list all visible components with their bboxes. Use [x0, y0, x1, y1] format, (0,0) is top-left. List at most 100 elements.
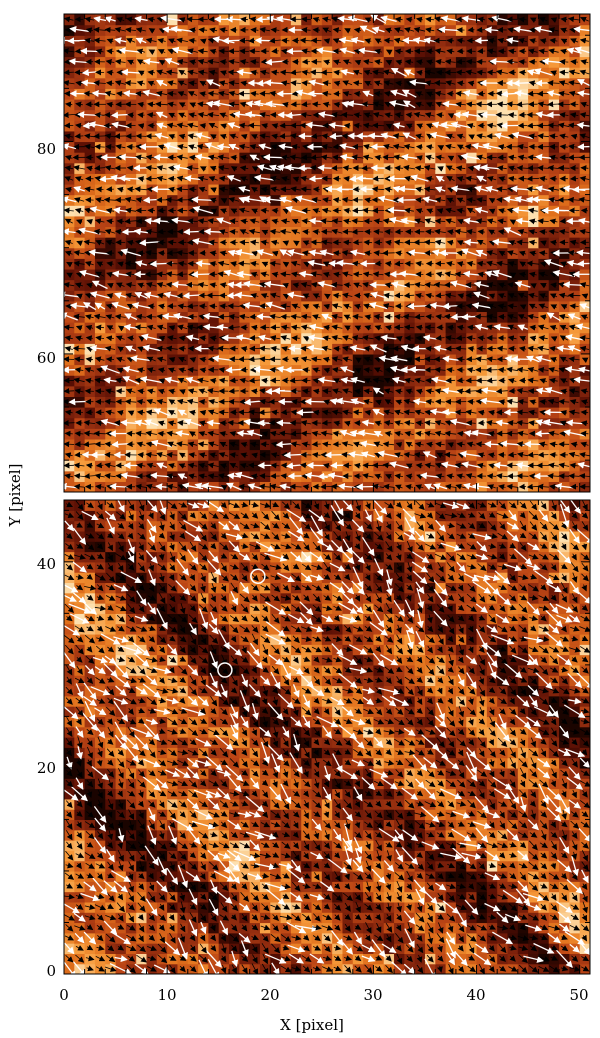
- flow-vector-black: [434, 430, 446, 437]
- flow-vector-black: [414, 409, 425, 416]
- flow-vector-black: [526, 483, 539, 490]
- flow-vector-black: [527, 90, 539, 97]
- flow-vector-black: [424, 419, 436, 426]
- flow-vector-black: [476, 462, 486, 469]
- flow-vector-black: [104, 462, 116, 469]
- flow-vector-white: [183, 418, 202, 427]
- flow-vector-black: [333, 420, 341, 427]
- flow-vector-black: [127, 410, 135, 417]
- flow-vector-black: [424, 324, 435, 331]
- flow-vector-black: [302, 484, 310, 491]
- flow-vector-black: [207, 409, 219, 416]
- flow-vector-black: [415, 420, 424, 427]
- flow-vector-black: [219, 463, 228, 469]
- flow-vector-black: [198, 452, 207, 459]
- flow-vector-black: [258, 409, 271, 416]
- flow-vector-black: [280, 186, 291, 193]
- flow-vector-black: [395, 442, 403, 448]
- flow-vector-black: [104, 473, 116, 479]
- flow-vector-black: [507, 451, 517, 458]
- flow-vector-black: [229, 112, 239, 119]
- flow-vector-black: [487, 484, 496, 490]
- flow-vector-white: [246, 429, 263, 437]
- flow-vector-black: [65, 303, 73, 310]
- flow-vector-black: [167, 441, 177, 448]
- flow-vector-black: [83, 441, 96, 448]
- flow-vector-black: [537, 90, 550, 97]
- flow-vector-black: [569, 175, 579, 182]
- flow-vector-black: [166, 483, 178, 490]
- flow-vector-black: [394, 484, 403, 491]
- flow-vector-white: [515, 461, 530, 469]
- flow-vector-white: [155, 483, 168, 491]
- flow-vector-black: [537, 483, 549, 490]
- flow-vector-white: [279, 483, 292, 491]
- flow-vector-black: [353, 462, 361, 469]
- flow-vector-black: [415, 484, 424, 490]
- flow-vector-white: [577, 461, 590, 469]
- flow-vector-black: [447, 442, 454, 448]
- flow-vector-white: [225, 15, 242, 23]
- flow-vector-white: [474, 37, 488, 45]
- flow-vector-black: [548, 462, 559, 469]
- top-panel: [63, 13, 591, 493]
- flow-vector-white: [432, 483, 448, 490]
- flow-vector-black: [372, 483, 385, 490]
- flow-vector-black: [549, 451, 558, 458]
- flow-vector-black: [229, 228, 239, 235]
- flow-vector-black: [383, 420, 394, 427]
- flow-vector-black: [156, 451, 168, 458]
- flow-vector-black: [404, 430, 414, 437]
- flow-vector-black: [186, 239, 198, 246]
- flow-vector-white: [255, 15, 274, 23]
- flow-vector-black: [435, 473, 445, 480]
- flow-vector-black: [549, 441, 558, 448]
- flow-vector-black: [486, 473, 497, 480]
- flow-vector-black: [300, 420, 312, 426]
- flow-vector-black: [579, 473, 590, 480]
- flow-vector-black: [426, 441, 434, 448]
- flow-vector-black: [198, 420, 207, 427]
- flow-vector-black: [251, 452, 258, 459]
- flow-vector-black: [558, 462, 570, 469]
- flow-vector-black: [364, 228, 372, 235]
- flow-vector-black: [557, 165, 570, 172]
- flow-vector-black: [362, 473, 374, 479]
- flow-vector-white: [534, 430, 552, 438]
- flow-vector-black: [487, 452, 496, 459]
- flow-vector-black: [444, 451, 457, 458]
- flow-vector-black: [405, 441, 413, 448]
- flow-vector-black: [527, 451, 539, 458]
- flow-vector-black: [405, 483, 413, 490]
- flow-vector-black: [189, 431, 197, 437]
- flow-vector-black: [280, 313, 291, 320]
- flow-vector-black: [405, 463, 413, 469]
- flow-vector-black: [312, 409, 320, 416]
- flow-vector-black: [145, 483, 157, 490]
- flow-vector-black: [229, 441, 239, 448]
- flow-vector-black: [219, 431, 228, 437]
- flow-vector-black: [93, 133, 106, 140]
- flow-vector-black: [300, 430, 312, 437]
- flow-vector-black: [547, 101, 560, 108]
- flow-vector-white: [203, 228, 223, 236]
- flow-vector-black: [466, 420, 476, 426]
- flow-vector-black: [95, 483, 105, 490]
- flow-vector-white: [389, 461, 409, 469]
- flow-vector-black: [176, 271, 188, 278]
- flow-vector-black: [83, 419, 96, 426]
- flow-vector-black: [248, 409, 261, 416]
- flow-vector-black: [404, 420, 415, 426]
- flow-vector-black: [456, 473, 466, 480]
- flow-vector-white: [206, 419, 220, 427]
- flow-vector-black: [64, 441, 75, 448]
- flow-vector-black: [455, 16, 466, 23]
- flow-vector-black: [352, 409, 363, 416]
- flow-vector-white: [80, 47, 99, 55]
- flow-vector-black: [219, 442, 228, 448]
- flow-vector-black: [64, 430, 73, 437]
- flow-vector-black: [240, 452, 248, 459]
- flow-vector-black: [199, 410, 207, 416]
- flow-vector-black: [362, 462, 374, 469]
- flow-vector-black: [364, 409, 372, 416]
